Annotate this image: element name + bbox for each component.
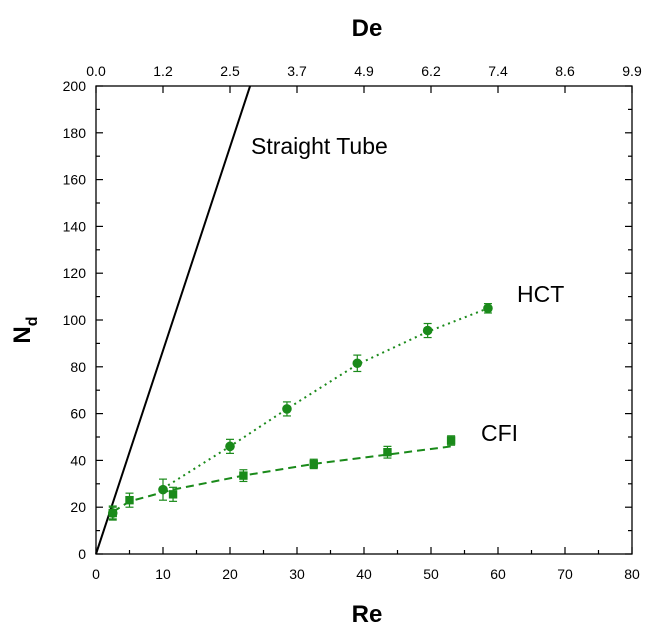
x-tick-label: 10 xyxy=(155,566,171,582)
top-tick-label: 0.0 xyxy=(86,63,106,79)
y-tick-label: 60 xyxy=(70,406,86,422)
cfi-point xyxy=(239,471,248,480)
x-axis: 0 10 20 30 40 50 60 70 80 xyxy=(92,547,640,582)
cfi-point xyxy=(446,436,456,445)
hct-point xyxy=(422,325,433,336)
y-tick-label: 0 xyxy=(78,546,86,562)
top-tick-label: 8.6 xyxy=(555,63,575,79)
x-tick-label: 50 xyxy=(423,566,439,582)
x-tick-label: 30 xyxy=(289,566,305,582)
annotation-straight-tube: Straight Tube xyxy=(251,133,388,159)
top-tick-label: 9.9 xyxy=(622,63,642,79)
y-tick-label: 40 xyxy=(70,452,86,468)
x-tick-label: 80 xyxy=(624,566,640,582)
y-axis-title: Nd xyxy=(9,316,41,343)
y-tick-label: 140 xyxy=(63,218,87,234)
cfi-point xyxy=(125,495,134,505)
hct-point xyxy=(352,358,363,369)
y-tick-label: 20 xyxy=(70,499,86,515)
y-tick-label: 120 xyxy=(63,265,87,281)
cfi-point xyxy=(168,490,178,499)
top-axis-title: De xyxy=(352,15,383,42)
hct-point xyxy=(225,441,235,452)
hct-trend-line xyxy=(162,307,489,490)
top-tick-label: 1.2 xyxy=(153,63,173,79)
y-tick-label: 200 xyxy=(63,78,87,94)
annotation-hct: HCT xyxy=(517,281,564,307)
y-axis-title-main: N xyxy=(9,326,36,343)
y-axis-title-subscript: d xyxy=(24,316,41,326)
top-tick-label: 2.5 xyxy=(220,63,240,79)
y-tick-label: 100 xyxy=(63,312,87,328)
top-axis: 0.0 1.2 2.5 3.7 4.9 6.2 7.4 8.6 9.9 xyxy=(86,63,642,93)
x-tick-label: 0 xyxy=(92,566,100,582)
data-points xyxy=(107,303,493,521)
hct-point xyxy=(282,404,292,414)
y-tick-label: 180 xyxy=(63,125,87,141)
straight-tube-line xyxy=(95,85,252,555)
x-axis-title: Re xyxy=(352,601,383,626)
top-tick-label: 4.9 xyxy=(354,63,374,79)
y-tick-label: 160 xyxy=(63,172,87,188)
hct-point xyxy=(158,484,168,495)
x-tick-label: 60 xyxy=(490,566,506,582)
top-tick-label: 7.4 xyxy=(488,63,508,79)
x-tick-label: 20 xyxy=(222,566,238,582)
y-axis: 0 20 40 60 80 100 120 140 160 180 200 xyxy=(63,78,632,562)
cfi-point xyxy=(383,448,392,457)
hct-point xyxy=(483,303,493,314)
cfi-point xyxy=(108,508,117,518)
cfi-point xyxy=(309,459,318,469)
x-tick-label: 70 xyxy=(557,566,573,582)
annotation-cfi: CFI xyxy=(481,420,518,446)
y-tick-label: 80 xyxy=(70,359,86,375)
top-tick-label: 6.2 xyxy=(421,63,441,79)
top-tick-label: 3.7 xyxy=(287,63,307,79)
x-tick-label: 40 xyxy=(356,566,372,582)
